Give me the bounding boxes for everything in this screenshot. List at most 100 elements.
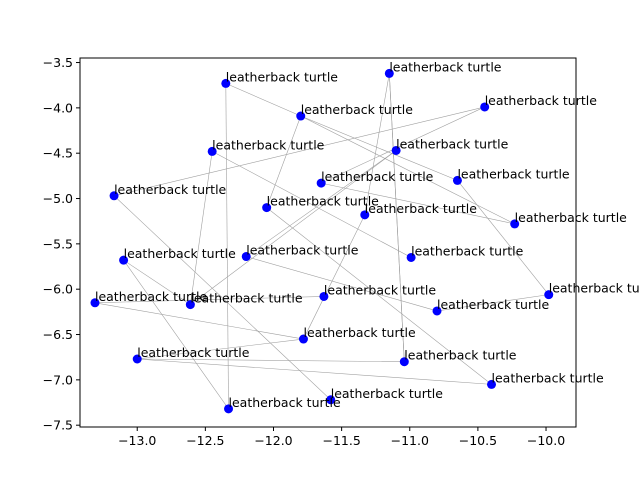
data-point	[399, 357, 409, 367]
edge-line	[246, 256, 438, 312]
point-label: leatherback turtle	[365, 201, 477, 216]
edge-line	[113, 106, 485, 197]
data-point	[326, 395, 336, 405]
point-label: leatherback turtle	[389, 59, 501, 74]
data-point	[510, 219, 520, 229]
edge-line	[113, 195, 331, 401]
point-label: leatherback turtle	[549, 281, 640, 296]
edge-line	[300, 115, 458, 181]
point-label: leatherback turtle	[114, 182, 226, 197]
x-tick-label: −12.5	[186, 433, 224, 448]
edge-layer	[94, 73, 549, 410]
data-point	[224, 404, 234, 414]
point-label: leatherback turtle	[396, 136, 508, 151]
data-point	[296, 111, 306, 121]
y-tick-label: −6.0	[43, 282, 73, 297]
edge-line	[137, 358, 492, 385]
x-axis: −13.0 −12.5 −12.0 −11.5 −11.0 −10.5 −10.0	[118, 427, 565, 448]
y-tick-label: −4.0	[43, 100, 73, 115]
point-label: leatherback turtle	[267, 194, 379, 209]
edge-line	[123, 260, 229, 410]
point-label: leatherback turtle	[411, 243, 523, 258]
edge-line	[436, 294, 549, 312]
y-tick-label: −5.5	[43, 236, 73, 251]
edge-line	[137, 358, 405, 363]
point-label: leatherback turtle	[485, 93, 597, 108]
y-tick-label: −3.5	[43, 55, 73, 70]
y-tick-label: −4.5	[43, 146, 73, 161]
data-point	[132, 354, 142, 364]
edge-line	[137, 338, 304, 360]
edge-line	[225, 83, 229, 409]
x-tick-label: −11.0	[391, 433, 429, 448]
edge-line	[190, 151, 213, 305]
edge-line	[246, 150, 397, 257]
x-tick-label: −10.0	[527, 433, 565, 448]
edge-line	[300, 115, 515, 225]
data-point	[360, 210, 370, 220]
x-tick-label: −10.5	[459, 433, 497, 448]
data-point	[119, 255, 129, 265]
point-label: leatherback turtle	[246, 243, 358, 258]
data-point	[391, 145, 401, 155]
point-label: leatherback turtle	[515, 210, 627, 225]
point-label: leatherback turtle	[301, 102, 413, 117]
point-label: leatherback turtle	[226, 69, 338, 84]
point-label: leatherback turtle	[137, 345, 249, 360]
point-layer	[90, 68, 554, 414]
data-point	[452, 175, 462, 185]
point-label: leatherback turtle	[212, 137, 324, 152]
edge-line	[364, 73, 390, 215]
x-tick-label: −11.5	[322, 433, 360, 448]
data-point	[262, 203, 272, 213]
data-point	[109, 191, 119, 201]
data-point	[241, 252, 251, 262]
data-point	[544, 290, 554, 300]
data-point	[207, 146, 217, 156]
edge-line	[123, 259, 191, 305]
data-point	[384, 68, 394, 78]
point-label: leatherback turtle	[457, 166, 569, 181]
data-point	[185, 300, 195, 310]
edge-line	[303, 214, 366, 340]
edge-line	[212, 151, 412, 258]
point-label: leatherback turtle	[492, 370, 604, 385]
x-tick-label: −13.0	[118, 433, 156, 448]
edge-line	[321, 106, 485, 184]
point-label: leatherback turtle	[95, 289, 207, 304]
data-point	[406, 252, 416, 262]
data-point	[480, 102, 490, 112]
edge-line	[94, 296, 324, 304]
edge-line	[389, 73, 405, 362]
y-tick-label: −5.0	[43, 191, 73, 206]
y-tick-label: −6.5	[43, 327, 73, 342]
plot-frame	[79, 57, 577, 428]
point-label: leatherback turtle	[404, 348, 516, 363]
point-label: leatherback turtle	[324, 282, 436, 297]
data-point	[316, 178, 326, 188]
edge-line	[266, 115, 302, 208]
data-point	[487, 379, 497, 389]
point-label: leatherback turtle	[229, 395, 341, 410]
data-point	[221, 78, 231, 88]
y-tick-label: −7.5	[43, 418, 73, 433]
point-label: leatherback turtle	[331, 386, 443, 401]
point-label: leatherback turtle	[437, 297, 549, 312]
x-tick-label: −12.0	[254, 433, 292, 448]
edge-line	[266, 207, 492, 385]
edge-line	[190, 150, 397, 305]
data-point	[432, 306, 442, 316]
edge-line	[225, 83, 301, 117]
edge-line	[321, 182, 515, 225]
y-axis: −3.5 −4.0 −4.5 −5.0 −5.5 −6.0 −6.5 −7.0 −7.5	[43, 55, 80, 433]
edge-line	[457, 180, 549, 295]
point-label: leatherback turtle	[124, 246, 236, 261]
data-point	[298, 334, 308, 344]
point-label: leatherback turtle	[321, 169, 433, 184]
point-label: leatherback turtle	[303, 325, 415, 340]
data-point	[319, 291, 329, 301]
point-label: leatherback turtle	[190, 291, 302, 306]
